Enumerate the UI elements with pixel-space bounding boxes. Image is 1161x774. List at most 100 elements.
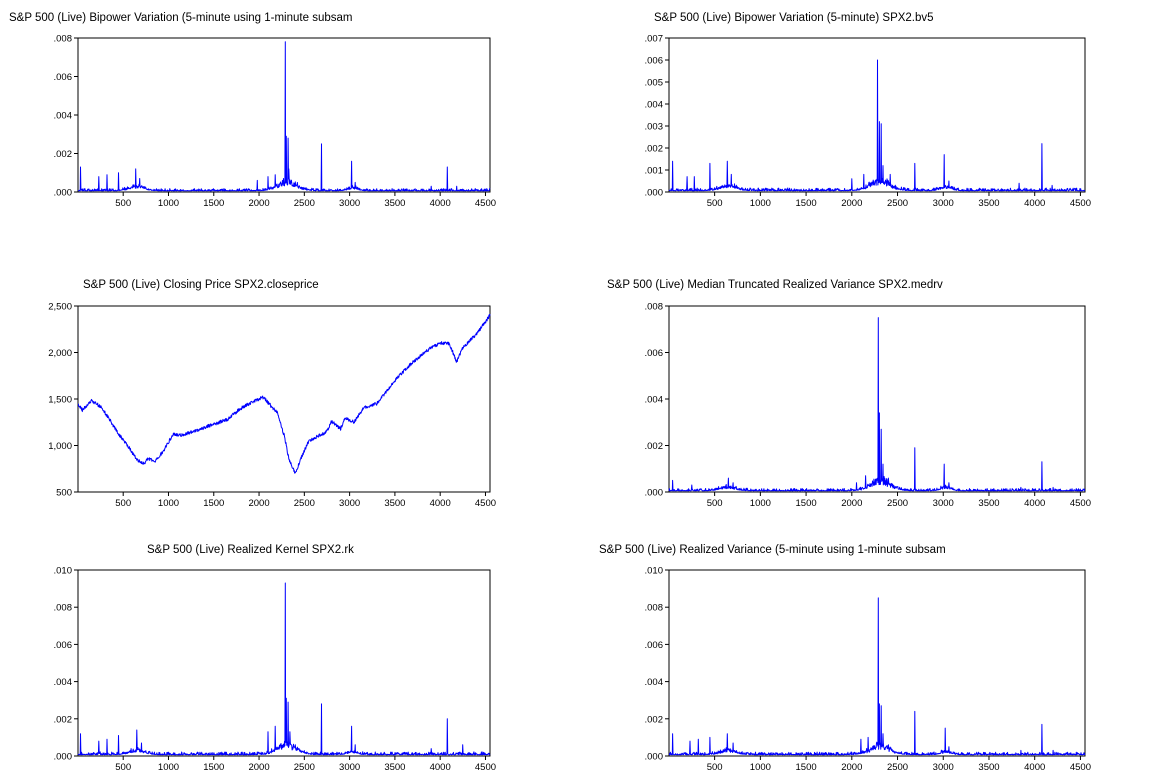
- x-tick-label: 1500: [203, 498, 224, 509]
- chart-title: S&P 500 (Live) Bipower Variation (5-minu…: [654, 12, 934, 24]
- chart-title: S&P 500 (Live) Realized Kernel SPX2.rk: [147, 544, 354, 556]
- x-tick-label: 3500: [978, 198, 999, 209]
- y-tick-label: .008: [54, 603, 73, 614]
- x-tick-label: 3000: [339, 498, 360, 509]
- plot-frame: [668, 37, 1086, 193]
- y-tick-label: .010: [645, 566, 664, 577]
- x-tick-label: 1500: [203, 198, 224, 209]
- x-tick-label: 2000: [248, 762, 269, 773]
- x-tick-label: 2500: [294, 762, 315, 773]
- x-tick-label: 1000: [750, 498, 771, 509]
- y-tick-label: .002: [645, 144, 664, 155]
- x-tick-label: 4500: [1070, 498, 1091, 509]
- x-tick-label: 2500: [294, 198, 315, 209]
- x-tick-label: 500: [115, 198, 131, 209]
- y-tick-label: .000: [645, 188, 664, 199]
- x-tick-label: 500: [707, 198, 723, 209]
- y-tick-label: .004: [645, 100, 664, 111]
- x-tick-label: 500: [707, 498, 723, 509]
- y-tick-label: .006: [645, 56, 664, 67]
- series-line: [77, 41, 491, 192]
- y-tick-label: .008: [54, 34, 73, 45]
- x-tick-label: 1500: [796, 498, 817, 509]
- y-tick-label: .001: [645, 166, 664, 177]
- y-tick-label: .010: [54, 566, 73, 577]
- y-tick-label: .004: [54, 677, 73, 688]
- x-tick-label: 3000: [339, 762, 360, 773]
- x-tick-label: 500: [115, 762, 131, 773]
- y-tick-label: .002: [54, 714, 73, 725]
- y-tick-label: .006: [645, 640, 664, 651]
- x-tick-label: 4000: [1024, 762, 1045, 773]
- y-tick-label: .004: [645, 395, 664, 406]
- chart-title: S&P 500 (Live) Closing Price SPX2.closep…: [83, 279, 319, 291]
- y-tick-label: .006: [645, 348, 664, 359]
- x-tick-label: 3500: [978, 762, 999, 773]
- y-tick-label: .000: [645, 752, 664, 763]
- series-line: [77, 582, 491, 756]
- y-tick-label: .000: [645, 488, 664, 499]
- series-line: [668, 59, 1086, 192]
- y-tick-label: .004: [645, 677, 664, 688]
- chart-title: S&P 500 (Live) Median Truncated Realized…: [607, 279, 943, 291]
- x-tick-label: 3000: [933, 198, 954, 209]
- y-tick-label: 2,000: [48, 348, 72, 359]
- x-tick-label: 2500: [294, 498, 315, 509]
- x-tick-label: 1500: [796, 198, 817, 209]
- y-tick-label: .002: [54, 149, 73, 160]
- y-tick-label: 2,500: [48, 302, 72, 313]
- x-tick-label: 4000: [1024, 498, 1045, 509]
- plot-frame: [77, 569, 491, 757]
- x-tick-label: 4500: [475, 498, 496, 509]
- x-tick-label: 2500: [887, 198, 908, 209]
- x-tick-label: 1000: [158, 762, 179, 773]
- y-tick-label: .008: [645, 302, 664, 313]
- series-line: [77, 314, 491, 474]
- x-tick-label: 4500: [1070, 198, 1091, 209]
- x-tick-label: 4000: [430, 498, 451, 509]
- x-tick-label: 4000: [1024, 198, 1045, 209]
- x-tick-label: 4500: [475, 762, 496, 773]
- y-tick-label: 1,000: [48, 441, 72, 452]
- y-tick-label: .006: [54, 640, 73, 651]
- x-tick-label: 1000: [750, 198, 771, 209]
- x-tick-label: 500: [115, 498, 131, 509]
- x-tick-label: 3500: [384, 762, 405, 773]
- x-tick-label: 3000: [933, 498, 954, 509]
- y-tick-label: .000: [54, 752, 73, 763]
- series-line: [668, 317, 1086, 492]
- y-tick-label: .002: [645, 441, 664, 452]
- x-tick-label: 2500: [887, 498, 908, 509]
- x-tick-label: 4000: [430, 762, 451, 773]
- x-tick-label: 1000: [158, 498, 179, 509]
- x-tick-label: 1000: [158, 198, 179, 209]
- x-tick-label: 1500: [203, 762, 224, 773]
- x-tick-label: 2000: [841, 762, 862, 773]
- x-tick-label: 4500: [1070, 762, 1091, 773]
- series-line: [668, 597, 1086, 756]
- y-tick-label: .008: [645, 603, 664, 614]
- y-tick-label: .006: [54, 72, 73, 83]
- x-tick-label: 3500: [384, 198, 405, 209]
- x-tick-label: 2000: [248, 498, 269, 509]
- x-tick-label: 2500: [887, 762, 908, 773]
- x-tick-label: 3500: [978, 498, 999, 509]
- y-tick-label: .004: [54, 111, 73, 122]
- x-tick-label: 2000: [248, 198, 269, 209]
- y-tick-label: .007: [645, 34, 664, 45]
- x-tick-label: 3000: [933, 762, 954, 773]
- x-tick-label: 1000: [750, 762, 771, 773]
- x-tick-label: 3000: [339, 198, 360, 209]
- chart-title: S&P 500 (Live) Realized Variance (5-minu…: [599, 544, 946, 556]
- x-tick-label: 4500: [475, 198, 496, 209]
- x-tick-label: 4000: [430, 198, 451, 209]
- y-tick-label: .002: [645, 714, 664, 725]
- x-tick-label: 2000: [841, 198, 862, 209]
- y-tick-label: .000: [54, 188, 73, 199]
